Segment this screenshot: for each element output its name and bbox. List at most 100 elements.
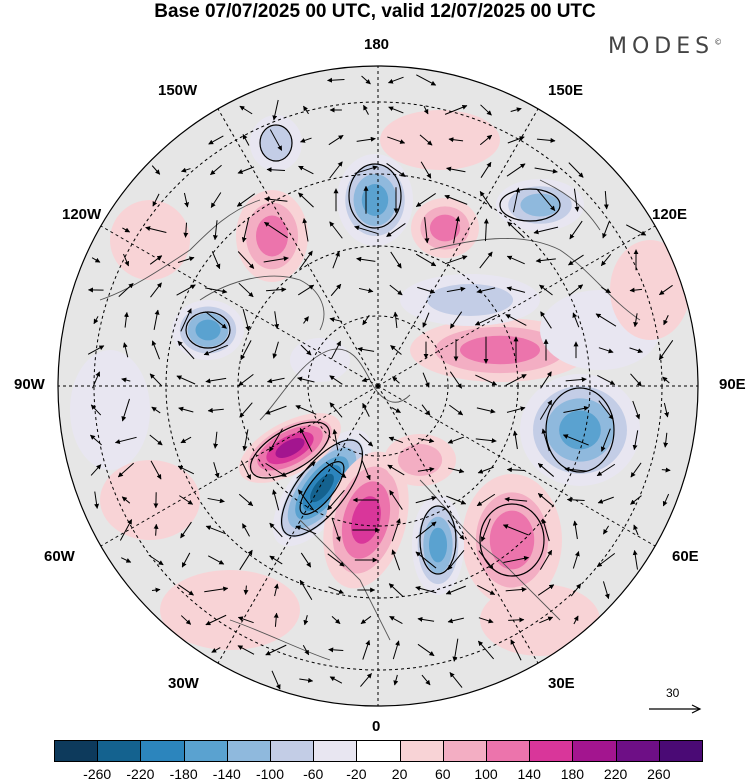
wind-vector bbox=[205, 377, 227, 384]
wind-vector bbox=[153, 309, 160, 331]
wind-vector bbox=[630, 462, 642, 478]
wind-vector bbox=[596, 463, 616, 477]
wind-vector bbox=[325, 461, 347, 479]
wind-vector bbox=[536, 137, 556, 143]
map-field bbox=[58, 66, 698, 706]
wind-vector bbox=[354, 165, 378, 174]
wind-vector bbox=[421, 674, 431, 686]
colorbar-box bbox=[442, 740, 487, 762]
wind-vector bbox=[90, 464, 102, 476]
wind-vector bbox=[328, 134, 344, 146]
wind-vector bbox=[422, 372, 430, 388]
lon-label-150e: 150E bbox=[548, 82, 584, 99]
wind-vector bbox=[658, 340, 674, 361]
wind-vector bbox=[630, 373, 642, 387]
wind-vector bbox=[238, 282, 254, 298]
wind-vector bbox=[476, 287, 496, 294]
wind-vector bbox=[453, 216, 461, 244]
anomaly-contour-fill bbox=[290, 338, 350, 382]
wind-vector bbox=[388, 106, 404, 114]
wind-vector bbox=[386, 163, 406, 177]
anomaly-contour-fill bbox=[428, 527, 448, 563]
wind-vector bbox=[297, 284, 315, 296]
wind-vector bbox=[265, 405, 287, 415]
anomaly-contour-fill bbox=[260, 125, 292, 161]
wind-vector bbox=[510, 639, 522, 661]
wind-vector bbox=[475, 438, 497, 444]
wind-vector bbox=[303, 316, 309, 324]
colorbar-box bbox=[399, 740, 444, 762]
wind-vector bbox=[422, 312, 430, 328]
wind-vector bbox=[211, 647, 221, 653]
wind-vector bbox=[416, 74, 437, 86]
anomaly-contour-fill bbox=[426, 284, 514, 316]
wind-vector bbox=[506, 255, 525, 265]
wind-vector bbox=[449, 404, 464, 416]
wind-vector bbox=[114, 436, 137, 445]
wind-vector bbox=[391, 549, 401, 571]
wind-vector bbox=[417, 286, 436, 294]
wind-vector bbox=[205, 287, 228, 294]
wind-vector bbox=[119, 519, 133, 541]
wind-vector bbox=[506, 406, 526, 413]
wind-vector bbox=[299, 427, 313, 452]
wind-vector bbox=[295, 525, 317, 535]
wind-vector bbox=[300, 137, 312, 143]
wind-vector bbox=[569, 220, 583, 240]
wind-vector bbox=[539, 616, 554, 624]
wind-vector bbox=[269, 129, 283, 151]
lon-label-0: 0 bbox=[372, 718, 381, 735]
wind-vector bbox=[303, 615, 309, 626]
wind-vector bbox=[269, 555, 283, 565]
wind-vector bbox=[663, 315, 669, 326]
wind-vector bbox=[90, 434, 102, 446]
wind-vector bbox=[211, 251, 221, 270]
colorbar-box bbox=[54, 740, 99, 762]
meridian-line bbox=[377, 385, 544, 673]
wind-vector bbox=[508, 617, 525, 623]
wind-vector bbox=[274, 311, 280, 330]
wind-vector bbox=[237, 616, 254, 624]
wind-vector bbox=[265, 462, 287, 478]
wind-vector bbox=[356, 136, 376, 142]
wind-vector bbox=[603, 191, 609, 210]
colorbar-tick-label: 20 bbox=[391, 766, 408, 782]
wind-vector bbox=[240, 460, 252, 480]
colorbar-box bbox=[658, 740, 703, 762]
wind-vector bbox=[151, 406, 161, 414]
anomaly-contour-fill bbox=[256, 215, 288, 257]
lon-label-60w: 60W bbox=[44, 548, 75, 565]
wind-vector bbox=[446, 166, 466, 173]
colorbar-box bbox=[486, 740, 531, 762]
wind-vector bbox=[478, 550, 494, 570]
wind-vector bbox=[179, 495, 194, 505]
wind-vector bbox=[90, 404, 102, 416]
wind-vector bbox=[331, 615, 341, 625]
wind-vector bbox=[600, 254, 612, 267]
wind-vector bbox=[123, 253, 130, 267]
wind-vector bbox=[329, 221, 343, 239]
anomaly-contour-fill bbox=[160, 570, 300, 650]
wind-vector bbox=[444, 194, 468, 205]
wind-vector bbox=[360, 673, 372, 687]
colorbar-box bbox=[615, 740, 660, 762]
wind-vector bbox=[535, 258, 556, 264]
lon-label-90w: 90W bbox=[14, 376, 45, 393]
wind-vector bbox=[236, 193, 256, 207]
wind-vector bbox=[91, 257, 101, 263]
wind-vector bbox=[121, 557, 132, 563]
wind-vector bbox=[239, 549, 253, 571]
wind-vector bbox=[474, 314, 497, 326]
wind-vector bbox=[447, 617, 464, 624]
wind-vector bbox=[568, 254, 584, 266]
wind-vector bbox=[417, 616, 435, 622]
wind-vector bbox=[269, 522, 283, 538]
wind-vector bbox=[332, 429, 339, 451]
wind-vector bbox=[421, 404, 431, 416]
wind-vector bbox=[662, 493, 670, 507]
wind-vector bbox=[598, 347, 614, 354]
wind-vector bbox=[512, 187, 521, 213]
wind-vector bbox=[540, 311, 552, 329]
wind-vector bbox=[358, 287, 374, 294]
wind-vector bbox=[92, 371, 101, 389]
